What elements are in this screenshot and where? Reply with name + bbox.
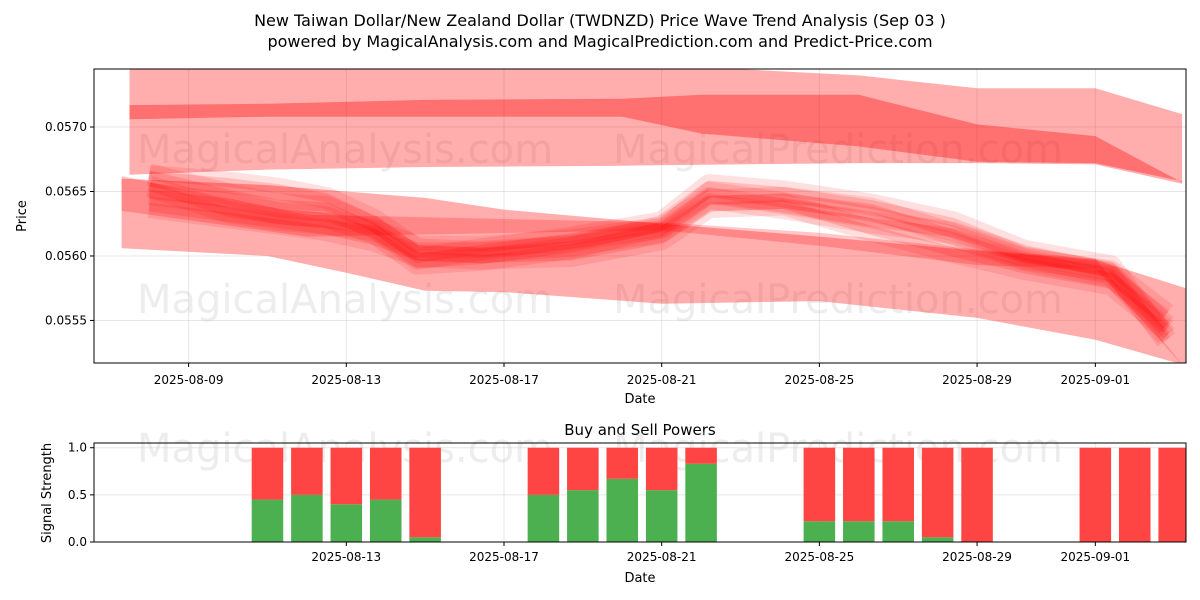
signal-x-axis-label: Date xyxy=(624,571,655,586)
buy-bar xyxy=(882,521,914,542)
wave-glow-4 xyxy=(147,181,1174,334)
signal-x-ticks: 2025-08-13 2025-08-17 2025-08-21 2025-08-25… xyxy=(311,542,1130,564)
sell-bar xyxy=(685,447,717,464)
buy-bar xyxy=(803,521,836,542)
signal-chart-title: Buy and Sell Powers xyxy=(564,421,716,439)
y-tick-label: 0.5 xyxy=(68,488,87,502)
sell-bar xyxy=(961,447,993,542)
buy-bar xyxy=(330,504,363,542)
watermark-prediction: MagicalPrediction.com xyxy=(613,277,1063,323)
chart-title-line1: New Taiwan Dollar/New Zealand Dollar (TW… xyxy=(254,11,946,30)
x-tick-label: 2025-08-13 xyxy=(311,550,381,564)
sell-bar xyxy=(527,447,560,495)
buy-bar xyxy=(921,537,954,542)
watermark-analysis: MagicalAnalysis.com xyxy=(137,277,553,323)
signal-y-ticks: 0.0 0.5 1.0 xyxy=(68,441,94,549)
sell-bar xyxy=(251,447,284,500)
y-tick-label: 0.0560 xyxy=(45,249,87,263)
y-tick-label: 1.0 xyxy=(68,441,87,455)
x-tick-label: 2025-08-17 xyxy=(469,373,539,387)
sell-bar xyxy=(921,447,954,538)
y-tick-label: 0.0 xyxy=(68,535,87,549)
sell-bar xyxy=(409,447,441,538)
x-tick-label: 2025-08-09 xyxy=(154,373,224,387)
price-bands xyxy=(121,69,1186,363)
wave-glow-3 xyxy=(146,164,1176,347)
sell-bar xyxy=(843,447,875,522)
band-lower-channel xyxy=(121,178,1186,363)
sell-bar xyxy=(1158,447,1186,542)
price-chart: MagicalAnalysis.com MagicalPrediction.co… xyxy=(15,68,1187,407)
x-tick-label: 2025-08-25 xyxy=(784,373,854,387)
x-tick-label: 2025-08-29 xyxy=(942,373,1012,387)
buy-bar xyxy=(645,490,678,542)
x-tick-label: 2025-08-21 xyxy=(627,550,697,564)
price-plot-frame xyxy=(93,68,1187,364)
x-tick-label: 2025-08-29 xyxy=(942,550,1012,564)
sell-bar xyxy=(330,447,363,505)
wave-line-4 xyxy=(148,188,1170,329)
buy-bar xyxy=(369,499,402,542)
wave-line-1 xyxy=(148,171,1170,318)
sell-bar xyxy=(1079,447,1112,542)
price-y-ticks: 0.0555 0.0560 0.0565 0.0570 xyxy=(45,120,94,327)
wave-line-2 xyxy=(148,199,1170,333)
signal-chart: Buy and Sell Powers MagicalAnalysis.com … xyxy=(40,421,1187,586)
signal-y-axis-label: Signal Strength xyxy=(40,443,55,543)
sell-bar xyxy=(645,447,678,491)
x-tick-label: 2025-08-25 xyxy=(784,550,854,564)
x-tick-label: 2025-09-01 xyxy=(1060,373,1130,387)
buy-bar xyxy=(527,494,560,542)
price-x-axis-label: Date xyxy=(624,392,655,407)
sell-bar xyxy=(291,447,323,495)
buy-bar xyxy=(251,499,284,542)
buy-bar xyxy=(606,478,639,542)
price-y-axis-label: Price xyxy=(15,200,30,232)
watermark-analysis: MagicalAnalysis.com xyxy=(137,127,553,173)
buy-bar xyxy=(291,494,323,542)
watermark-prediction: MagicalPrediction.com xyxy=(613,127,1063,173)
x-tick-label: 2025-08-13 xyxy=(311,373,381,387)
band-upper-trend xyxy=(129,94,1183,183)
price-watermarks: MagicalAnalysis.com MagicalPrediction.co… xyxy=(137,127,1063,323)
wave-line-5 xyxy=(147,182,1170,339)
wave-glow-2 xyxy=(147,193,1174,339)
buy-bar xyxy=(843,521,875,542)
wave-glow-5 xyxy=(145,175,1175,344)
wave-glow-1 xyxy=(148,165,1174,323)
band-lower-trend xyxy=(121,176,1182,363)
sell-bar xyxy=(567,447,599,491)
x-tick-label: 2025-09-01 xyxy=(1060,550,1130,564)
watermark-prediction: MagicalPrediction.com xyxy=(613,426,1063,472)
sell-bar xyxy=(882,447,914,522)
y-tick-label: 0.0555 xyxy=(45,313,87,327)
chart-title-line2: powered by MagicalAnalysis.com and Magic… xyxy=(267,32,932,51)
band-upper-channel xyxy=(129,69,1183,184)
sell-bar xyxy=(369,447,402,500)
x-tick-label: 2025-08-17 xyxy=(469,550,539,564)
price-gridlines xyxy=(94,69,1186,363)
price-x-ticks: 2025-08-09 2025-08-13 2025-08-17 2025-08-21… xyxy=(154,363,1130,387)
sell-bar xyxy=(803,447,836,522)
y-tick-label: 0.0570 xyxy=(45,120,87,134)
buy-bar xyxy=(685,463,717,542)
wave-line-3 xyxy=(148,170,1170,343)
price-waves xyxy=(145,164,1176,347)
buy-bar xyxy=(409,537,441,542)
sell-bar xyxy=(1118,447,1151,542)
sell-bar xyxy=(606,447,639,479)
x-tick-label: 2025-08-21 xyxy=(627,373,697,387)
buy-bar xyxy=(567,490,599,542)
signal-bars xyxy=(251,447,1186,542)
signal-plot-frame xyxy=(93,442,1187,543)
y-tick-label: 0.0565 xyxy=(45,185,87,199)
